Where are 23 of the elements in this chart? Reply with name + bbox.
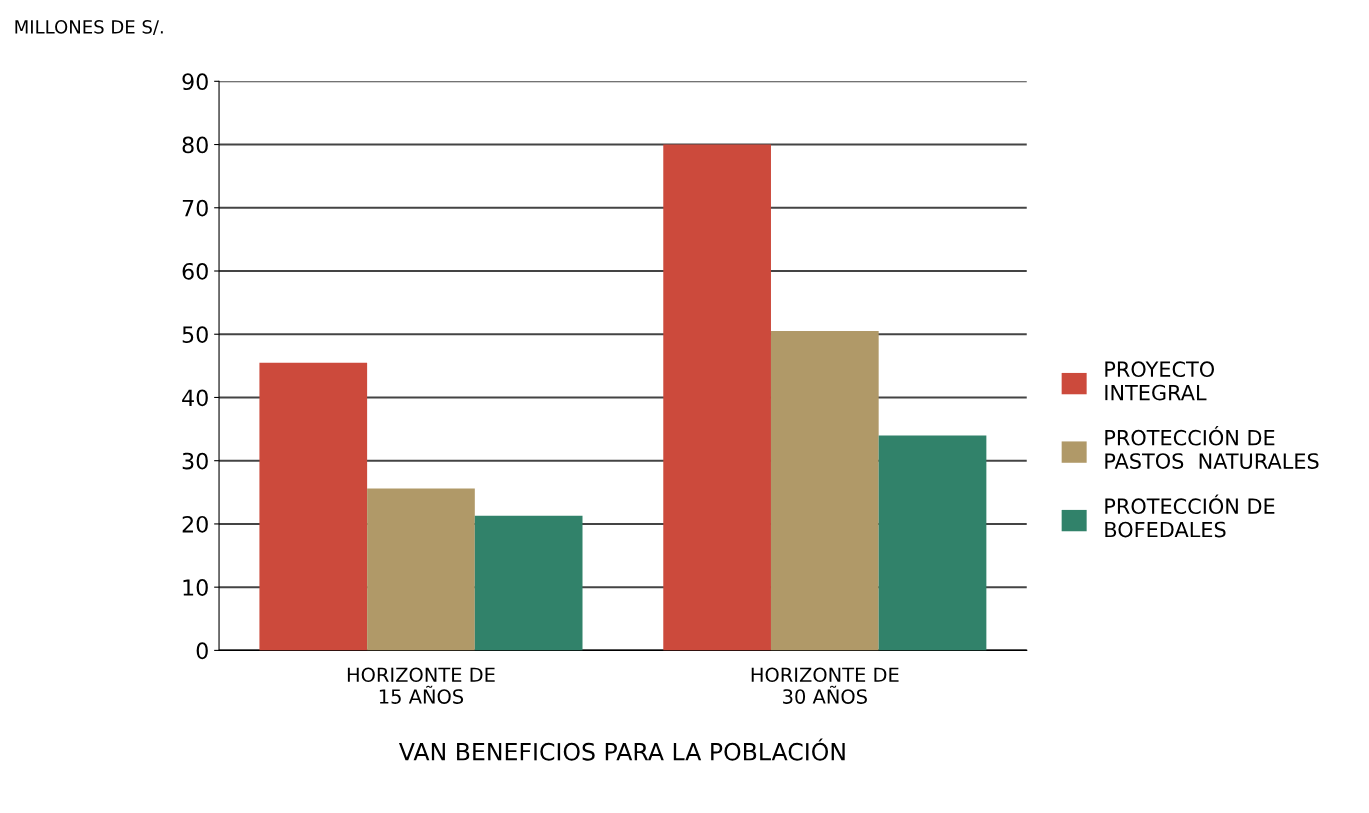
legend-label: PROTECCIÓN DE BOFEDALES bbox=[1105, 494, 1275, 538]
legend-label: PROTECCIÓN DE PASTOS NATURALES bbox=[1105, 426, 1319, 469]
x-tick-label: HORIZONTE DE 30 AÑOS bbox=[751, 667, 899, 704]
y-tick-label: 20 bbox=[182, 515, 208, 533]
y-tick-label: 60 bbox=[182, 262, 208, 280]
y-tick-label: 90 bbox=[182, 73, 208, 91]
bar bbox=[770, 331, 879, 651]
y-tick-label: 50 bbox=[182, 326, 208, 343]
bar bbox=[367, 488, 475, 651]
x-tick-label: HORIZONTE DE 15 AÑOS bbox=[347, 667, 495, 704]
y-tick-label: 40 bbox=[182, 389, 208, 407]
legend-label: PROYECTO INTEGRAL bbox=[1105, 361, 1214, 401]
bar bbox=[663, 144, 771, 651]
y-tick-label: 0 bbox=[196, 642, 208, 660]
y-tick-label: 80 bbox=[182, 136, 208, 154]
bar bbox=[259, 362, 368, 651]
bar bbox=[878, 435, 987, 651]
y-axis-title: MILLONES DE S/. bbox=[15, 20, 163, 36]
y-tick-label: 30 bbox=[182, 452, 208, 470]
y-tick-label: 10 bbox=[183, 579, 208, 596]
bar bbox=[474, 515, 583, 651]
y-tick-label: 70 bbox=[182, 199, 208, 217]
x-axis-title: VAN BENEFICIOS PARA LA POBLACIÓN bbox=[398, 738, 845, 761]
